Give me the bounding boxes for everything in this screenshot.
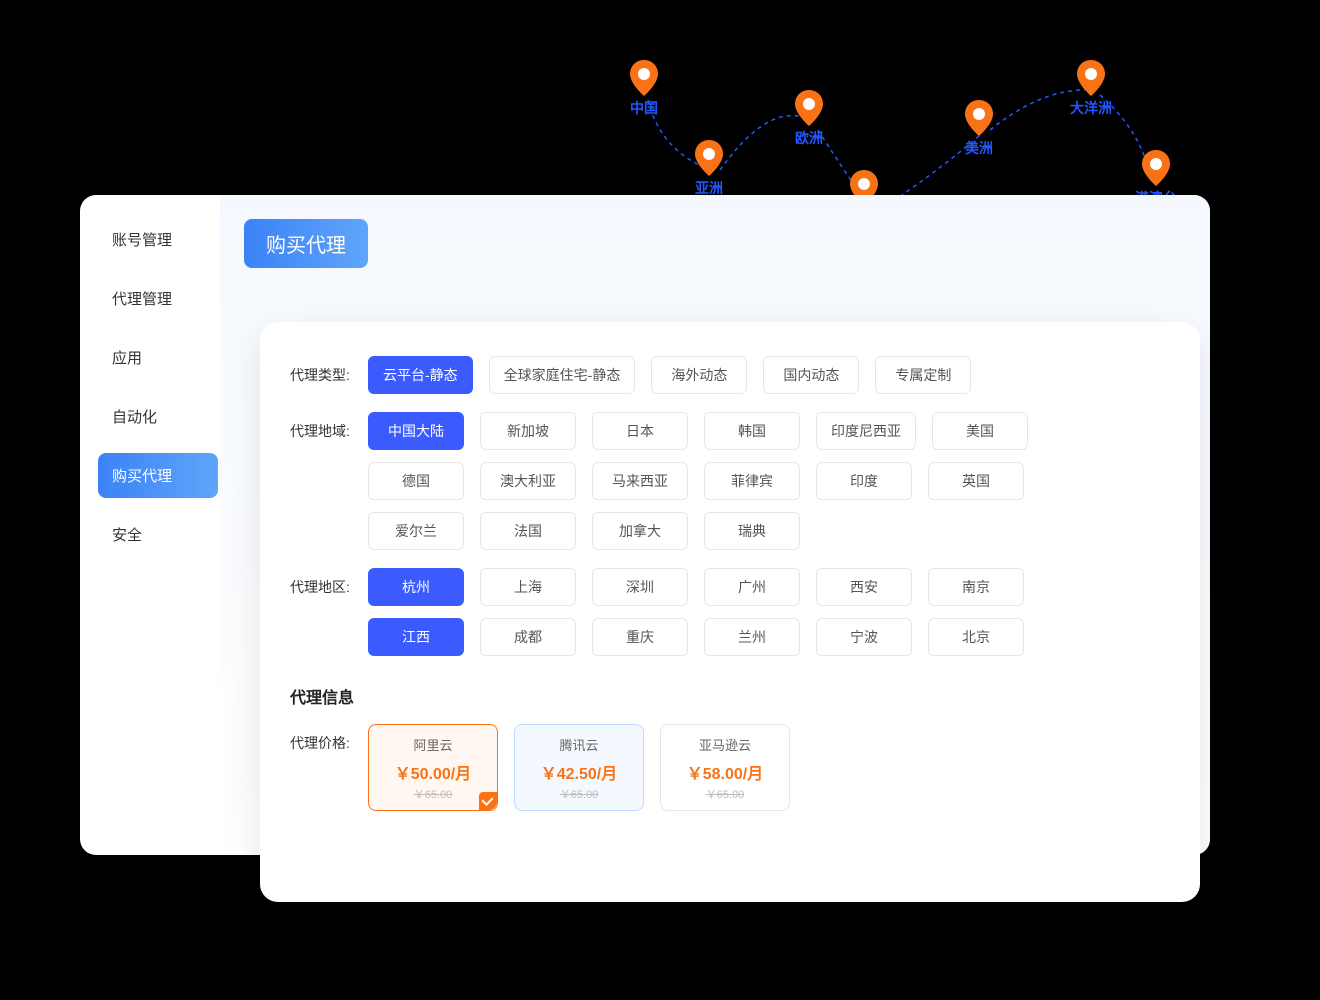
filter-panel: 代理类型: 云平台-静态全球家庭住宅-静态海外动态国内动态专属定制 代理地域: … [260,322,1200,902]
region-chip-5[interactable]: 美国 [932,412,1028,450]
info-heading: 代理信息 [290,684,1170,708]
type-chip-2[interactable]: 海外动态 [651,356,747,394]
map-pin-2: 欧洲 [795,90,823,148]
price-card-name: 亚马逊云 [669,735,781,754]
price-card-price: ￥42.50/月 [523,760,635,784]
map-pin-0: 中国 [630,60,658,118]
city-chip-10[interactable]: 宁波 [816,618,912,656]
city-chip-1[interactable]: 上海 [480,568,576,606]
region-chip-9[interactable]: 菲律宾 [704,462,800,500]
label-price: 代理价格: [290,724,368,753]
city-chip-7[interactable]: 成都 [480,618,576,656]
region-chip-15[interactable]: 瑞典 [704,512,800,550]
region-chip-4[interactable]: 印度尼西亚 [816,412,916,450]
map-pin-1: 亚洲 [695,140,723,198]
city-chip-6[interactable]: 江西 [368,618,464,656]
city-chip-9[interactable]: 兰州 [704,618,800,656]
map-pin-5: 大洋洲 [1070,60,1112,118]
row-type: 代理类型: 云平台-静态全球家庭住宅-静态海外动态国内动态专属定制 [290,356,1170,394]
map-pin-label: 中国 [630,98,658,118]
city-chip-0[interactable]: 杭州 [368,568,464,606]
sidebar-item-0[interactable]: 账号管理 [98,217,218,262]
map-pin-4: 美洲 [965,100,993,158]
price-card-price: ￥50.00/月 [377,760,489,784]
region-chip-0[interactable]: 中国大陆 [368,412,464,450]
label-region: 代理地域: [290,412,368,441]
region-chip-2[interactable]: 日本 [592,412,688,450]
row-city: 代理地区: 杭州上海深圳广州西安南京江西成都重庆兰州宁波北京 [290,568,1170,656]
region-chip-8[interactable]: 马来西亚 [592,462,688,500]
type-chip-1[interactable]: 全球家庭住宅-静态 [489,356,636,394]
sidebar-item-5[interactable]: 安全 [98,512,218,557]
price-card-name: 阿里云 [377,735,489,754]
page-title: 购买代理 [244,219,368,268]
type-chip-3[interactable]: 国内动态 [763,356,859,394]
price-card-old: ￥65.00 [669,786,781,802]
label-city: 代理地区: [290,568,368,597]
sidebar-item-4[interactable]: 购买代理 [98,453,218,498]
city-chip-3[interactable]: 广州 [704,568,800,606]
region-chip-14[interactable]: 加拿大 [592,512,688,550]
region-chip-1[interactable]: 新加坡 [480,412,576,450]
price-card-2[interactable]: 亚马逊云 ￥58.00/月 ￥65.00 [660,724,790,811]
chips-city: 杭州上海深圳广州西安南京江西成都重庆兰州宁波北京 [368,568,1128,656]
city-chip-8[interactable]: 重庆 [592,618,688,656]
price-card-1[interactable]: 腾讯云 ￥42.50/月 ￥65.00 [514,724,644,811]
row-price: 代理价格: 阿里云 ￥50.00/月 ￥65.00 腾讯云 ￥42.50/月 ￥65.00… [290,724,1170,811]
map-pin-label: 大洋洲 [1070,98,1112,118]
row-region: 代理地域: 中国大陆新加坡日本韩国印度尼西亚美国德国澳大利亚马来西亚菲律宾印度英… [290,412,1170,550]
region-chip-12[interactable]: 爱尔兰 [368,512,464,550]
region-chip-11[interactable]: 英国 [928,462,1024,500]
sidebar: 账号管理代理管理应用自动化购买代理安全 [98,217,218,571]
price-card-price: ￥58.00/月 [669,760,781,784]
region-chip-6[interactable]: 德国 [368,462,464,500]
region-chip-13[interactable]: 法国 [480,512,576,550]
region-chip-7[interactable]: 澳大利亚 [480,462,576,500]
price-card-old: ￥65.00 [523,786,635,802]
city-chip-5[interactable]: 南京 [928,568,1024,606]
type-chip-4[interactable]: 专属定制 [875,356,971,394]
price-card-0[interactable]: 阿里云 ￥50.00/月 ￥65.00 [368,724,498,811]
chips-type: 云平台-静态全球家庭住宅-静态海外动态国内动态专属定制 [368,356,971,394]
region-chip-3[interactable]: 韩国 [704,412,800,450]
sidebar-item-2[interactable]: 应用 [98,335,218,380]
type-chip-0[interactable]: 云平台-静态 [368,356,473,394]
price-cards: 阿里云 ￥50.00/月 ￥65.00 腾讯云 ￥42.50/月 ￥65.00 亚马逊云 ￥5… [368,724,790,811]
chips-region: 中国大陆新加坡日本韩国印度尼西亚美国德国澳大利亚马来西亚菲律宾印度英国爱尔兰法国… [368,412,1128,550]
city-chip-2[interactable]: 深圳 [592,568,688,606]
price-card-name: 腾讯云 [523,735,635,754]
sidebar-item-3[interactable]: 自动化 [98,394,218,439]
sidebar-item-1[interactable]: 代理管理 [98,276,218,321]
map-pin-label: 欧洲 [795,128,823,148]
price-card-old: ￥65.00 [377,786,489,802]
city-chip-4[interactable]: 西安 [816,568,912,606]
map-pin-label: 美洲 [965,138,993,158]
city-chip-11[interactable]: 北京 [928,618,1024,656]
check-icon [479,792,497,810]
label-type: 代理类型: [290,356,368,385]
region-chip-10[interactable]: 印度 [816,462,912,500]
